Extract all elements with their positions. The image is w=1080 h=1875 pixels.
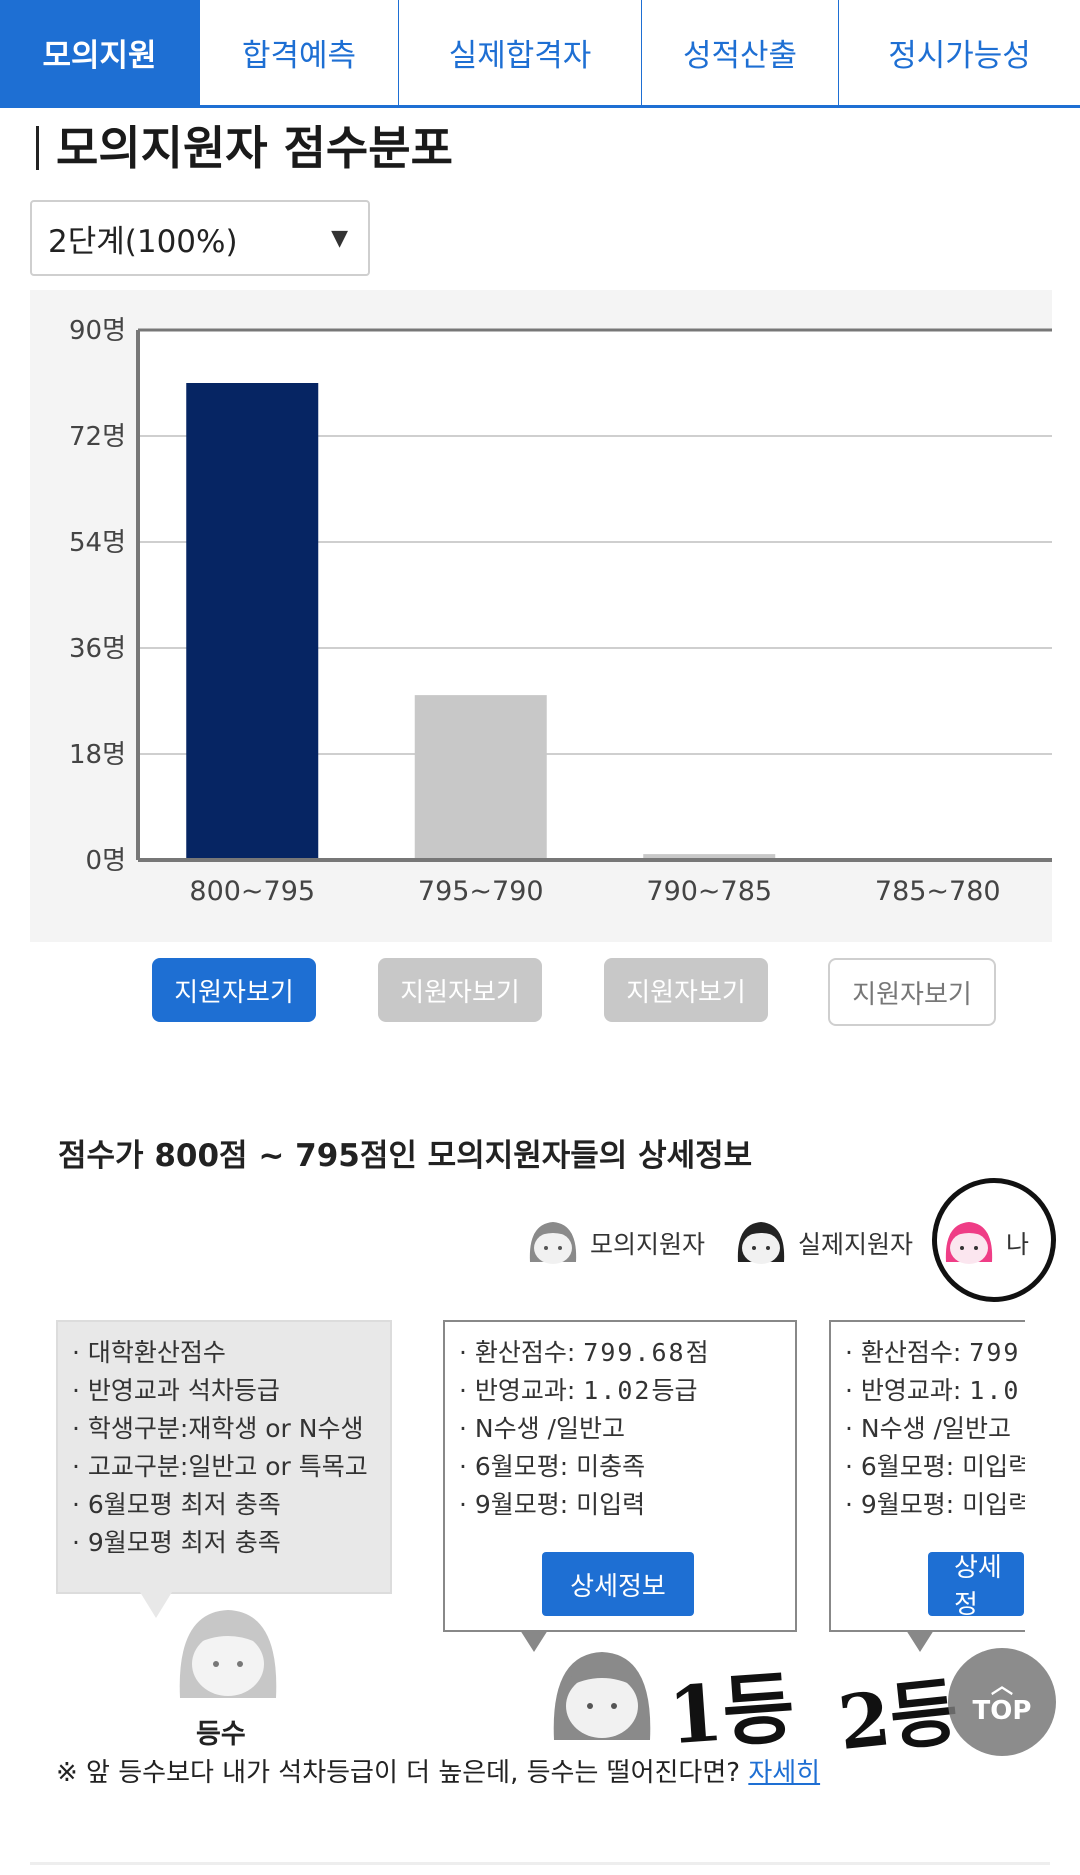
rank-note-text: ※ 앞 등수보다 내가 석차등급이 더 높은데, 등수는 떨어진다면? — [56, 1758, 741, 1788]
actual-applicant-face-icon — [737, 1222, 785, 1264]
handwritten-rank-1: 1등 — [665, 1662, 798, 1763]
scroll-top-button[interactable]: ︿ TOP — [948, 1648, 1056, 1756]
handwritten-rank-2: 2등 — [834, 1668, 963, 1767]
june-mock-line: · 6월모평: 미입력 — [845, 1452, 1025, 1481]
handwritten-circle-marking — [923, 1169, 1065, 1311]
score-unit: 점 — [685, 1338, 709, 1367]
guide-face-icon — [179, 1610, 277, 1698]
stage-select-value: 2단계(100%) — [48, 223, 238, 260]
score-value: 799.68 — [583, 1338, 686, 1367]
top-button-label: TOP — [972, 1696, 1032, 1726]
sept-mock-line: · 9월모평: 미입력 — [845, 1490, 1025, 1519]
sept-mock-line: · 9월모평: 미입력 — [459, 1490, 646, 1519]
score-label: · 환산점수: — [459, 1338, 576, 1367]
june-mock-line: · 6월모평: 미충족 — [459, 1452, 646, 1481]
y-tick-label: 72명 — [69, 422, 126, 452]
score-value: 799 — [969, 1338, 1021, 1367]
stage-select[interactable]: 2단계(100%) ▼ — [30, 200, 370, 276]
section-title: 모의지원자 점수분포 — [36, 112, 453, 178]
grade-line: · 반영교과: 1.0 — [845, 1372, 1018, 1410]
tab-actual-admits[interactable]: 실제합격자 — [399, 0, 642, 105]
student-type-line: · N수생 /일반고 — [845, 1414, 1011, 1443]
y-tick-label: 54명 — [69, 528, 126, 558]
y-tick-label: 0명 — [86, 846, 126, 876]
guide-line: · 9월모평 최저 충족 — [72, 1528, 281, 1557]
guide-line: · 학생구분:재학생 or N수생 — [72, 1414, 364, 1443]
grade-value: 1.0 — [969, 1376, 1021, 1405]
guide-line: · 6월모평 최저 충족 — [72, 1490, 281, 1519]
guide-line: · 대학환산점수 — [72, 1338, 226, 1367]
grade-label: · 반영교과: — [845, 1376, 962, 1405]
applicant-card-1: · 환산점수: 799.68점 · 반영교과: 1.02등급 · N수생 /일반… — [443, 1320, 797, 1632]
x-tick-label: 785~780 — [875, 876, 1001, 907]
score-line: · 환산점수: 799.68점 — [459, 1334, 781, 1372]
y-tick-label: 90명 — [69, 316, 126, 346]
me-face-icon — [945, 1222, 993, 1264]
applicant-card-2-tail — [906, 1630, 934, 1652]
legend-me: 나 — [940, 1218, 1029, 1268]
tab-score-calculation[interactable]: 성적산출 — [642, 0, 839, 105]
bar — [643, 854, 776, 860]
tab-mock-application[interactable]: 모의지원 — [0, 0, 200, 105]
guide-card: · 대학환산점수 · 반영교과 석차등급 · 학생구분:재학생 or N수생 ·… — [56, 1320, 392, 1594]
legend-actual-label: 실제지원자 — [798, 1230, 914, 1259]
rank-note: ※ 앞 등수보다 내가 석차등급이 더 높은데, 등수는 떨어진다면? 자세히 — [56, 1752, 820, 1789]
x-tick-label: 795~790 — [418, 876, 544, 907]
mock-applicant-face-icon — [529, 1222, 577, 1264]
detail-info-button-2[interactable]: 상세정 — [928, 1552, 1024, 1616]
view-applicants-button-2[interactable]: 지원자보기 — [378, 958, 542, 1022]
legend-me-label: 나 — [1006, 1230, 1030, 1259]
detail-title: 점수가 800점 ~ 795점인 모의지원자들의 상세정보 — [58, 1138, 753, 1174]
applicant-1-face-icon — [553, 1652, 651, 1740]
legend-mock-label: 모의지원자 — [590, 1230, 706, 1259]
grade-value: 1.02 — [583, 1376, 652, 1405]
chevron-up-icon: ︿ — [990, 1674, 1013, 1699]
view-applicants-button-3[interactable]: 지원자보기 — [604, 958, 768, 1022]
grade-line: · 반영교과: 1.02등급 — [459, 1372, 781, 1410]
detail-info-button-1[interactable]: 상세정보 — [542, 1552, 694, 1616]
grade-unit: 등급 — [651, 1376, 698, 1405]
chart-svg: 0명 18명 36명 54명 72명 90명 800~795 795~790 790~785 78… — [69, 316, 1052, 907]
bar — [186, 383, 319, 860]
more-details-link[interactable]: 자세히 — [748, 1758, 821, 1788]
chevron-down-icon: ▼ — [331, 225, 348, 251]
x-tick-label: 800~795 — [189, 876, 315, 907]
guide-card-tail — [140, 1592, 172, 1618]
legend-mock: 모의지원자 — [524, 1218, 705, 1268]
score-line: · 환산점수: 799 — [845, 1334, 1018, 1372]
guide-line: · 반영교과 석차등급 — [72, 1376, 280, 1405]
legend-actual: 실제지원자 — [732, 1218, 913, 1268]
bar — [414, 695, 547, 860]
view-applicants-button-4[interactable]: 지원자보기 — [828, 958, 996, 1026]
applicant-card-1-tail — [520, 1630, 548, 1652]
x-tick-label: 790~785 — [646, 876, 772, 907]
y-tick-label: 18명 — [69, 740, 126, 770]
rank-label: 등수 — [196, 1719, 246, 1750]
top-tab-bar: 모의지원 합격예측 실제합격자 성적산출 정시가능성 — [0, 0, 1080, 108]
guide-line: · 고교구분:일반고 or 특목고 — [72, 1452, 368, 1481]
score-label: · 환산점수: — [845, 1338, 962, 1367]
score-distribution-chart: 0명 18명 36명 54명 72명 90명 800~795 795~790 790~785 78… — [30, 290, 1052, 942]
view-applicants-button-1[interactable]: 지원자보기 — [152, 958, 316, 1022]
grade-label: · 반영교과: — [459, 1376, 576, 1405]
tab-pass-prediction[interactable]: 합격예측 — [200, 0, 399, 105]
bottom-divider — [30, 1862, 1050, 1865]
student-type-line: · N수생 /일반고 — [459, 1414, 625, 1443]
tab-regular-possibility[interactable]: 정시가능성 — [839, 0, 1080, 105]
y-tick-label: 36명 — [69, 634, 126, 664]
